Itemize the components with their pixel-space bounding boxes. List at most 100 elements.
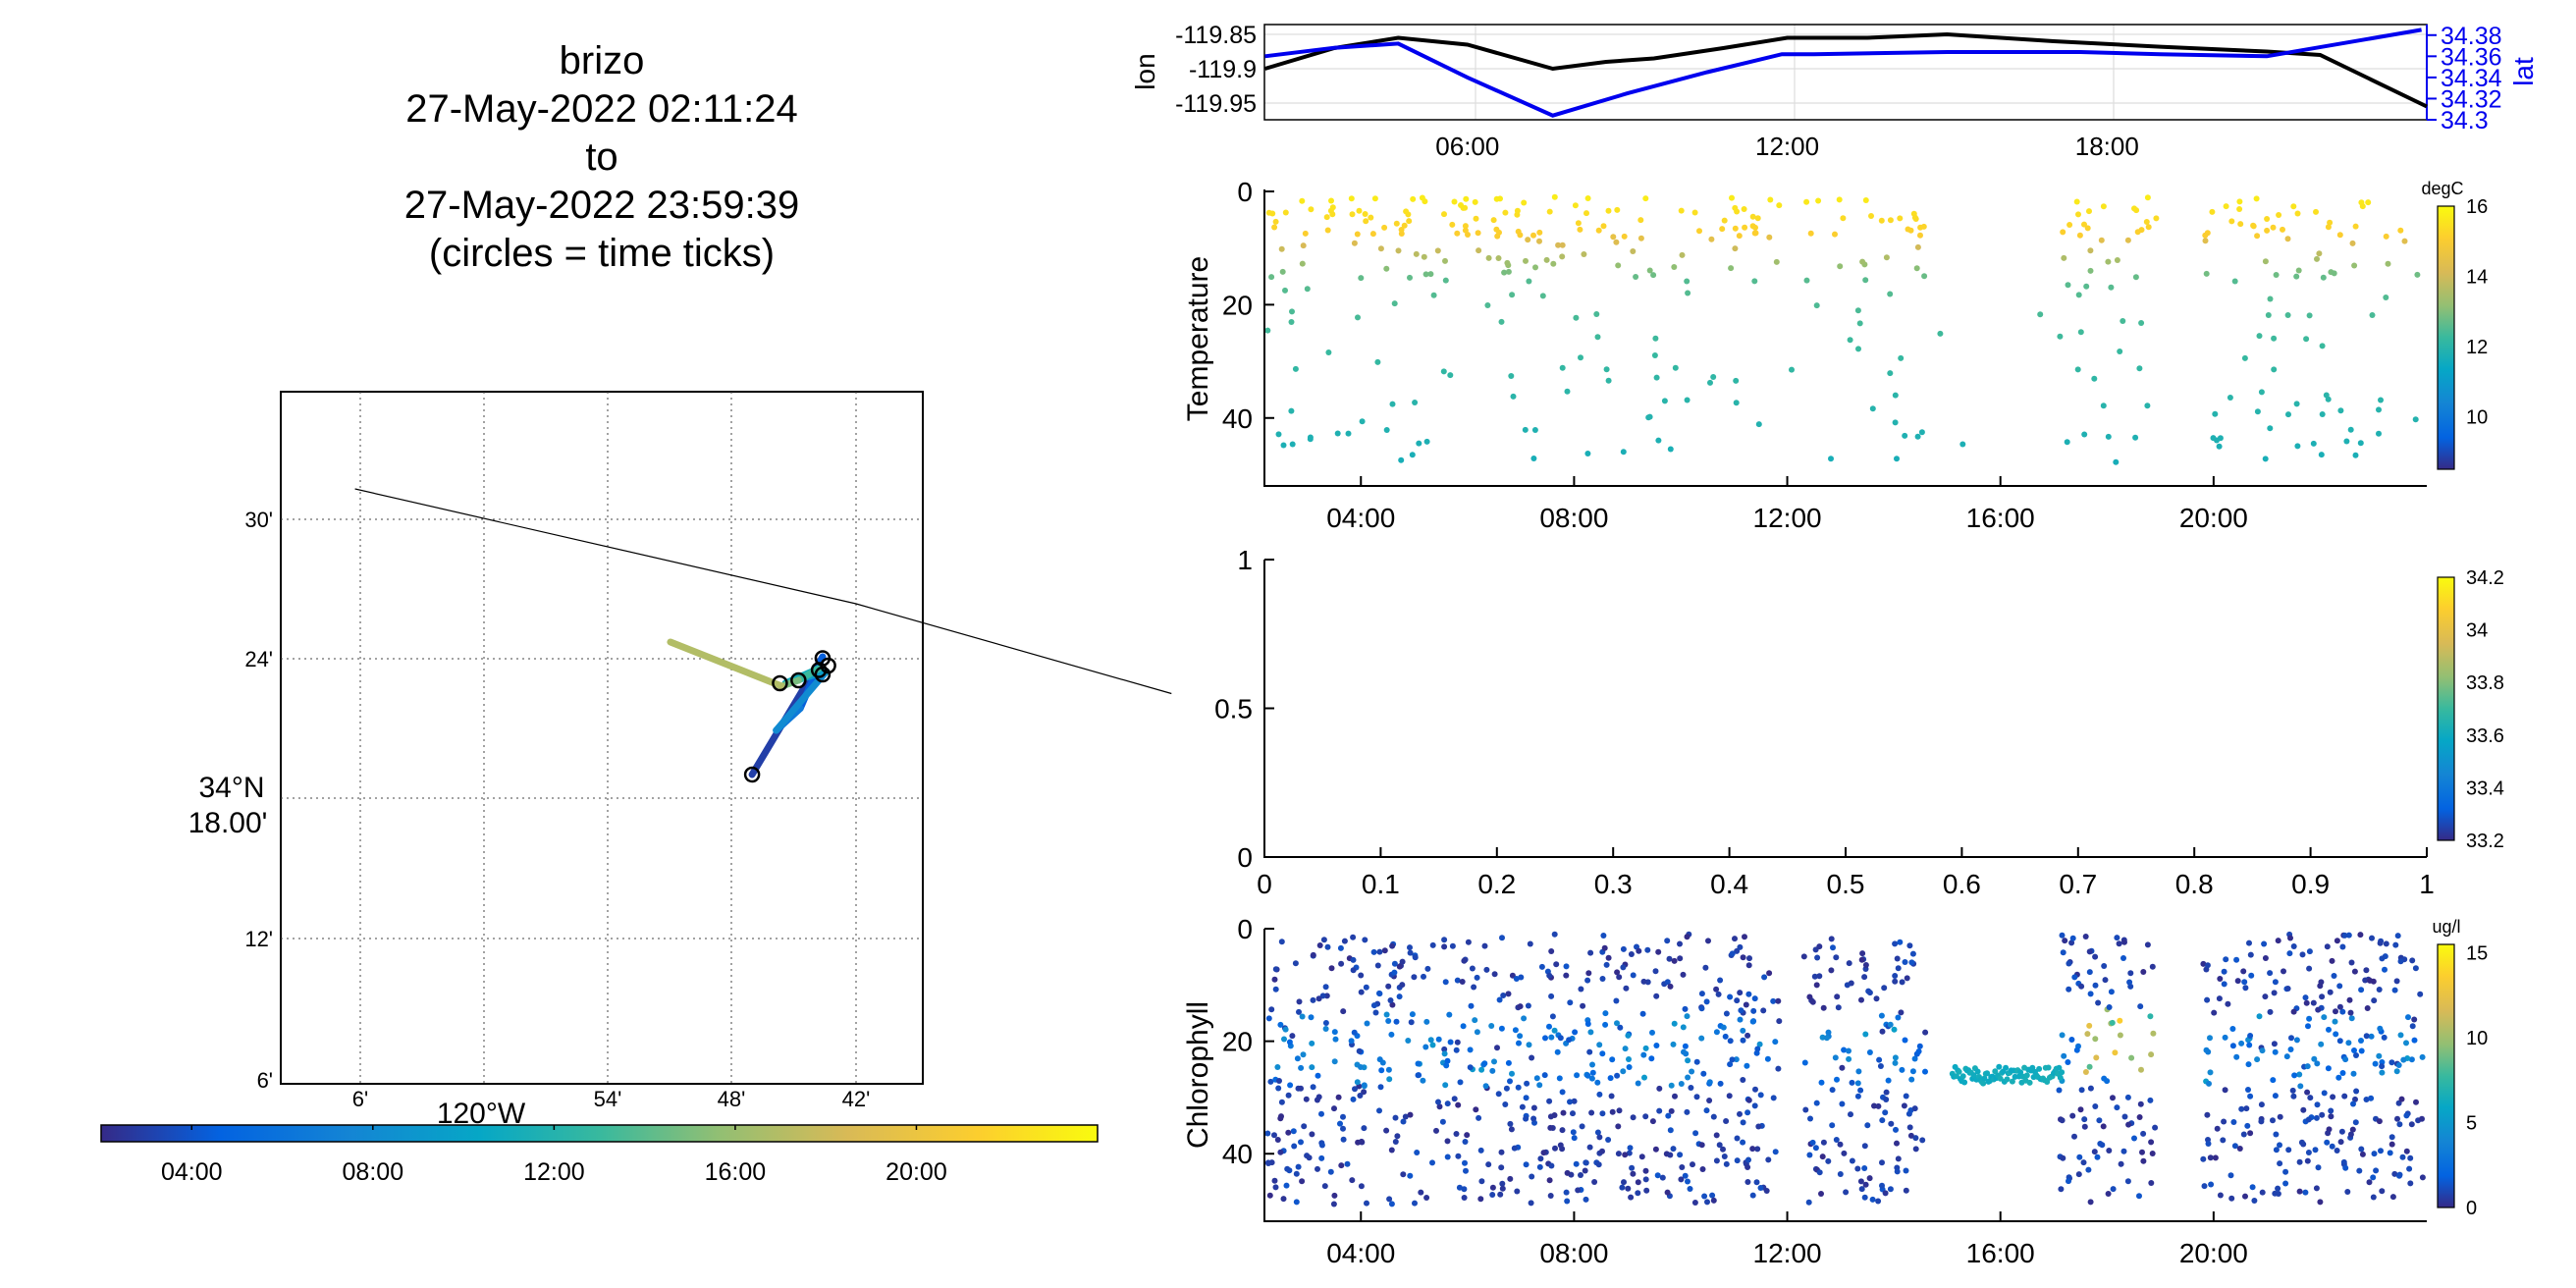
chlorophyll-point xyxy=(2306,965,2313,972)
temperature-cbar-label: 16 xyxy=(2466,196,2488,218)
chlorophyll-point xyxy=(1278,1113,1284,1120)
chlorophyll-point xyxy=(1636,947,1642,954)
chlorophyll-point xyxy=(1299,1178,1306,1185)
chlorophyll-point xyxy=(1514,1188,1521,1195)
chlorophyll-point xyxy=(1341,938,1348,944)
chlorophyll-point xyxy=(1350,956,1357,963)
chlorophyll-point xyxy=(2290,1008,2297,1015)
lat-tick-label: 34.38 xyxy=(2441,23,2502,50)
temperature-point xyxy=(1531,427,1538,433)
chlorophyll-point xyxy=(1609,1056,1616,1063)
chlorophyll-point xyxy=(2144,941,2151,948)
temperature-point xyxy=(2091,375,2098,382)
temperature-point xyxy=(2231,278,2238,285)
temperature-point xyxy=(2365,199,2372,206)
chlorophyll-point xyxy=(2284,986,2291,992)
chlorophyll-point xyxy=(1717,977,1724,984)
chlorophyll-point xyxy=(1595,1161,1602,1168)
chlorophyll-point xyxy=(2114,1104,2120,1111)
chlorophyll-point xyxy=(1690,1161,1695,1168)
salinity-axes xyxy=(1263,560,2427,858)
end-time: 27-May-2022 23:59:39 xyxy=(403,184,800,227)
temperature-point xyxy=(1887,291,1894,297)
chlorophyll-point xyxy=(1396,963,1403,970)
temperature-point xyxy=(2325,396,2332,402)
chlorophyll-point xyxy=(1906,1124,1913,1131)
chlorophyll-point xyxy=(1476,1114,1482,1121)
temperature-point xyxy=(2285,411,2291,418)
chlorophyll-point xyxy=(1685,1074,1691,1081)
chlorophyll-point xyxy=(1585,970,1592,977)
chlorophyll-point xyxy=(1500,993,1507,998)
chlorophyll-point xyxy=(1582,1167,1588,1174)
temperature-point xyxy=(1752,230,1759,237)
chlorophyll-point xyxy=(1980,1080,1987,1087)
chlorophyll-point xyxy=(1331,1058,1338,1065)
chlorophyll-point xyxy=(1517,1033,1524,1040)
chlorophyll-point xyxy=(2259,1189,2266,1196)
temperature-point xyxy=(1887,217,1894,224)
chlorophyll-point xyxy=(2275,1185,2281,1192)
chlorophyll-point xyxy=(2217,976,2224,982)
chlorophyll-cbar-label: 10 xyxy=(2466,1028,2488,1049)
chlorophyll-point xyxy=(2246,1042,2253,1048)
temperature-point xyxy=(1742,224,1748,231)
temperature-point xyxy=(2258,389,2265,396)
glider-name: brizo xyxy=(559,39,645,82)
chlorophyll-point xyxy=(1770,997,1777,1004)
chlorophyll-point xyxy=(1959,1073,1966,1080)
map-lat-label-2: 18.00' xyxy=(188,807,268,839)
chlorophyll-point xyxy=(1846,1047,1852,1054)
chlorophyll-point xyxy=(2137,1003,2144,1010)
chlorophyll-point xyxy=(1588,1075,1595,1082)
chlorophyll-point xyxy=(1653,993,1660,999)
chlorophyll-point xyxy=(1594,1079,1601,1086)
chlorophyll-point xyxy=(2066,960,2072,967)
chlorophyll-point xyxy=(2110,1186,2117,1193)
chlorophyll-point xyxy=(1732,936,1738,942)
chlorophyll-point xyxy=(1591,1179,1598,1185)
chlorophyll-point xyxy=(1956,1068,1962,1075)
temperature-point xyxy=(1651,352,1658,358)
chlorophyll-point xyxy=(2345,932,2352,939)
lonlat-axis-labels: -119.85-119.9-119.9534.3834.3634.3434.32… xyxy=(1130,22,2539,161)
chlorophyll-point xyxy=(1498,1149,1505,1155)
chlorophyll-point xyxy=(2319,993,2326,1000)
temperature-point xyxy=(1498,318,1505,325)
chlorophyll-point xyxy=(1689,1068,1695,1075)
chlorophyll-point xyxy=(1358,1064,1364,1070)
chlorophyll-point xyxy=(1464,1132,1471,1139)
temperature-point xyxy=(1559,253,1566,260)
temperature-point xyxy=(2262,456,2269,462)
chlorophyll-point xyxy=(1286,1039,1293,1046)
chlorophyll-point xyxy=(1901,1102,1907,1109)
chlorophyll-point xyxy=(1882,1190,1889,1197)
chlorophyll-point xyxy=(1570,1110,1576,1117)
salinity-cbar-label: 34.2 xyxy=(2466,567,2504,589)
chlorophyll-point xyxy=(2311,1055,2318,1062)
chlorophyll-point xyxy=(1578,986,1584,993)
chlorophyll-point xyxy=(2373,1167,2380,1174)
chlorophyll-point xyxy=(1682,1005,1689,1012)
chlorophyll-point xyxy=(1306,1154,1313,1161)
temperature-point xyxy=(1409,452,1416,458)
temperature-point xyxy=(2216,443,2223,450)
chlorophyll-point xyxy=(1332,1036,1339,1043)
chlorophyll-point xyxy=(2409,957,2416,964)
salinity-xtick-label: 0.6 xyxy=(1943,869,1981,899)
chlorophyll-colorbar xyxy=(2437,943,2455,1208)
temperature-point xyxy=(1462,223,1469,230)
chlorophyll-point xyxy=(1494,1045,1500,1051)
temperature-point xyxy=(1751,278,1758,285)
temperature-point xyxy=(1391,300,1398,307)
lat-series-line xyxy=(1264,27,2422,118)
chlorophyll-point xyxy=(2350,1100,2356,1107)
temperature-point xyxy=(1671,264,1678,270)
temperature-point xyxy=(2081,221,2087,228)
chlorophyll-point xyxy=(1629,1164,1636,1171)
chlorophyll-point xyxy=(1713,1029,1720,1036)
temperature-point xyxy=(1389,401,1396,407)
chlorophyll-point xyxy=(1893,1126,1899,1133)
temperature-point xyxy=(1708,236,1715,242)
chlorophyll-point xyxy=(1892,940,1899,947)
